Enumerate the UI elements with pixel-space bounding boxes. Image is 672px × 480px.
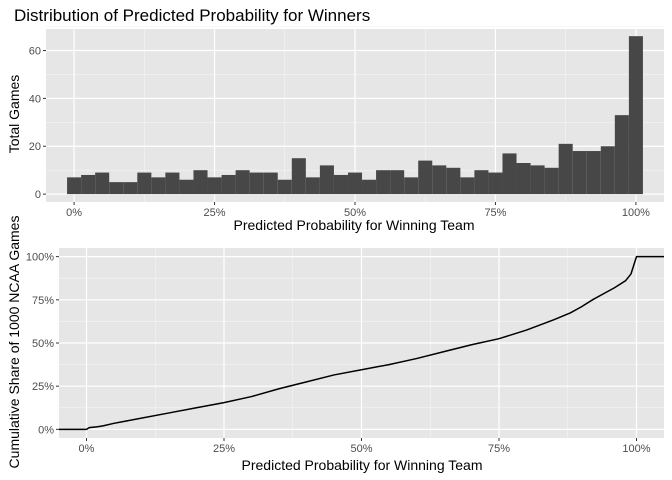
cumulative-share-line (59, 255, 664, 431)
y-tick-label: 0% (38, 424, 54, 436)
y-tick-label: 25% (32, 381, 54, 393)
histogram-bar (319, 165, 334, 195)
histogram-bar (572, 151, 587, 195)
histogram-bar (516, 162, 531, 195)
y-tick-label: 50% (32, 338, 54, 350)
x-tick-label: 100% (622, 207, 650, 219)
histogram-bar (179, 179, 194, 195)
histogram-bar (530, 165, 545, 195)
histogram-bar (277, 179, 292, 195)
histogram-bar (488, 172, 503, 195)
histogram-bar (544, 167, 559, 195)
histogram-bar (207, 177, 222, 195)
histogram-bar (460, 177, 475, 195)
histogram-bar (418, 160, 433, 195)
histogram-bar (362, 179, 377, 195)
cumulative-y-axis: 0% 25% 50% 75% 100% (26, 252, 59, 436)
x-tick-label: 25% (213, 443, 235, 455)
histogram-bar (586, 151, 601, 195)
x-tick-label: 100% (622, 443, 650, 455)
y-tick-label: 0 (35, 189, 41, 201)
cumulative-x-axis: 0% 25% 50% 75% 100% (79, 438, 651, 455)
x-tick-label: 0% (79, 443, 95, 455)
histogram-bar (249, 172, 264, 195)
histogram-bar (95, 172, 110, 195)
x-tick-label: 75% (488, 443, 510, 455)
histogram-bars (67, 36, 643, 195)
histogram-bar (291, 158, 306, 195)
histogram-panel: 0 20 40 60 0% 25% 50% 75% 100% (29, 26, 664, 219)
histogram-bar (221, 174, 236, 195)
x-tick-label: 75% (484, 207, 506, 219)
histogram-bar (165, 172, 180, 195)
histogram-bar (628, 36, 643, 195)
histogram-bar (404, 177, 419, 195)
top-x-axis-title: Predicted Probability for Winning Team (234, 217, 475, 233)
histogram-bar (151, 177, 166, 195)
histogram-bar (193, 170, 208, 195)
histogram-bar (123, 182, 138, 195)
histogram-bar (333, 174, 348, 195)
x-tick-label: 25% (204, 207, 226, 219)
y-tick-label: 20 (29, 141, 41, 153)
bottom-y-axis-title: Cumulative Share of 1000 NCAA Games (6, 216, 22, 469)
top-chart-title: Distribution of Predicted Probability fo… (14, 6, 370, 25)
y-tick-label: 60 (29, 46, 41, 58)
histogram-bar (137, 172, 152, 195)
x-tick-label: 50% (350, 443, 372, 455)
x-tick-label: 0% (66, 207, 82, 219)
histogram-bar (446, 167, 461, 195)
histogram-bar (81, 174, 96, 195)
histogram-x-axis: 0% 25% 50% 75% 100% (66, 202, 650, 219)
top-y-axis-title: Total Games (6, 75, 22, 154)
histogram-bar (600, 146, 615, 195)
y-tick-label: 40 (29, 93, 41, 105)
y-tick-label: 75% (32, 295, 54, 307)
histogram-bar (67, 177, 82, 195)
histogram-bar (376, 170, 391, 195)
histogram-bar (558, 143, 573, 195)
histogram-bar (235, 170, 250, 195)
histogram-y-axis: 0 20 40 60 (29, 46, 46, 201)
cumulative-gridlines (59, 248, 664, 438)
histogram-bar (347, 172, 363, 195)
x-tick-label: 50% (344, 207, 366, 219)
histogram-bar (614, 115, 629, 195)
histogram-bar (263, 172, 278, 195)
cumulative-panel: 0% 25% 50% 75% 100% 0% 25% 50% 75% 100% (26, 248, 664, 455)
histogram-bar (109, 182, 124, 195)
histogram-bar (474, 170, 489, 195)
histogram-bar (390, 170, 405, 195)
histogram-bar (305, 177, 320, 195)
histogram-bar (432, 165, 447, 195)
histogram-bar (502, 153, 517, 195)
y-tick-label: 100% (26, 252, 54, 264)
bottom-x-axis-title: Predicted Probability for Winning Team (242, 457, 483, 473)
